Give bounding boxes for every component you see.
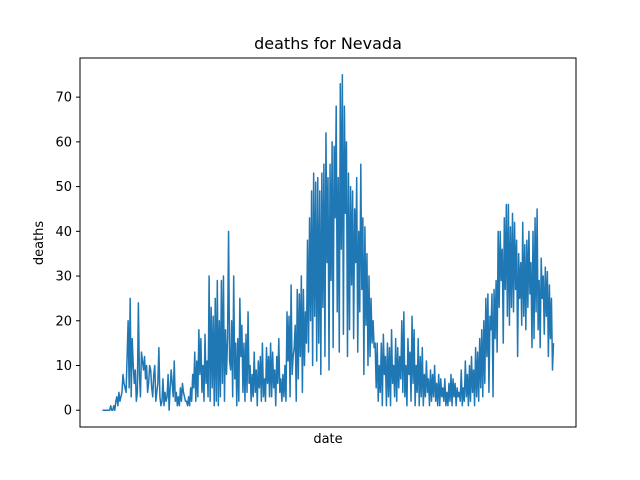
x-axis-label: date [313, 432, 342, 447]
y-tick-label: 60 [55, 135, 72, 150]
chart-title: deaths for Nevada [254, 34, 402, 53]
y-tick-label: 10 [55, 359, 72, 374]
y-tick-label: 50 [55, 180, 72, 195]
y-tick-label: 70 [55, 91, 72, 106]
y-tick-label: 20 [55, 314, 72, 329]
plot-frame [79, 57, 577, 428]
plot-area [102, 74, 555, 411]
y-tick-label: 30 [55, 270, 72, 285]
y-tick-label: 40 [55, 225, 72, 240]
y-tick-label: 0 [64, 404, 72, 419]
y-axis-ticks: 0 10 20 30 40 50 60 70 [55, 91, 80, 419]
series-line [102, 74, 555, 411]
y-axis-label: deaths [32, 221, 47, 266]
